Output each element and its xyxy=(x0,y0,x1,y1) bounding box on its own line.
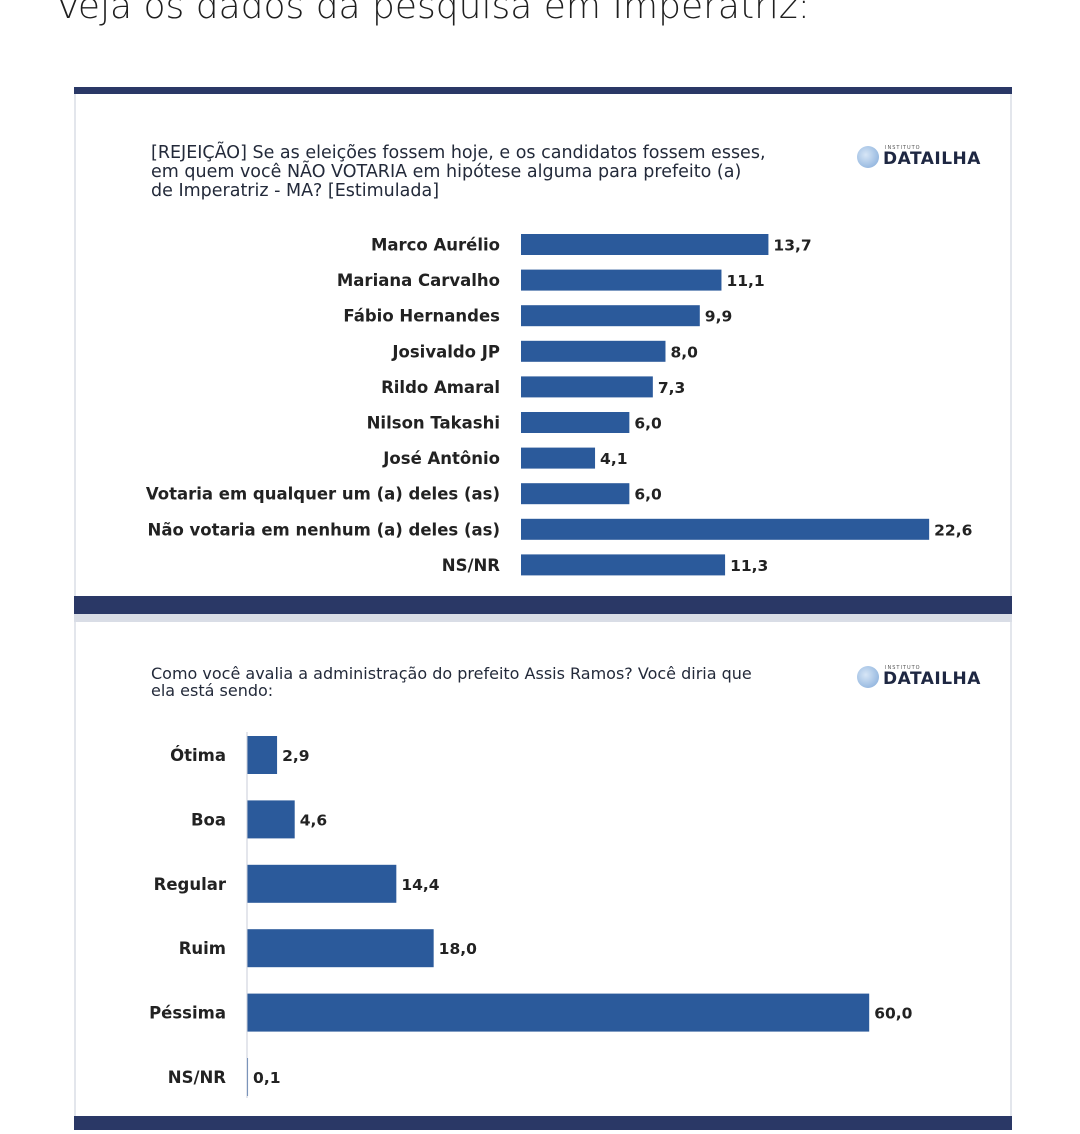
data-bar xyxy=(521,447,596,469)
separator-band-light xyxy=(74,614,1012,622)
data-bar xyxy=(521,305,700,327)
data-bar xyxy=(521,269,722,291)
rejection-title-line-1: [REJEIÇÃO] Se as eleições fossem hoje, e… xyxy=(151,143,766,163)
data-bar xyxy=(521,518,930,540)
data-bar xyxy=(521,340,666,362)
value-label: 6,0 xyxy=(634,415,662,433)
category-label: Fábio Hernandes xyxy=(343,307,500,326)
evaluation-chart-title: Como você avalia a administração do pref… xyxy=(151,665,752,699)
data-bar xyxy=(247,864,397,903)
logo-name: DATAILHA xyxy=(883,149,981,169)
value-label: 14,4 xyxy=(401,876,439,894)
datailha-logo: INSTITUTO DATAILHA xyxy=(857,146,981,168)
data-bar xyxy=(521,554,726,576)
category-label: Ótima xyxy=(170,746,226,765)
category-label: Votaria em qualquer um (a) deles (as) xyxy=(146,485,500,504)
evaluation-title-line-2: ela está sendo: xyxy=(151,681,274,700)
category-label: Josivaldo JP xyxy=(391,342,500,361)
datailha-logo-icon-2 xyxy=(857,666,879,688)
rejection-chart-title: [REJEIÇÃO] Se as eleições fossem hoje, e… xyxy=(151,144,766,201)
category-label: Rildo Amaral xyxy=(381,378,500,397)
rejection-title-line-2: em quem você NÃO VOTARIA em hipótese alg… xyxy=(151,162,742,182)
logo-small-text: INSTITUTO xyxy=(885,145,921,151)
category-label: Não votaria em nenhum (a) deles (as) xyxy=(148,520,500,539)
category-label: Ruim xyxy=(179,939,226,958)
category-label: NS/NR xyxy=(442,556,501,575)
category-label: José Antônio xyxy=(382,449,500,468)
value-label: 2,9 xyxy=(282,747,309,765)
value-label: 4,1 xyxy=(600,450,627,468)
evaluation-chart-card xyxy=(74,622,1012,1116)
data-bar xyxy=(247,800,295,839)
value-label: 22,6 xyxy=(934,521,972,539)
datailha-logo-2: INSTITUTO DATAILHA xyxy=(857,666,981,688)
value-label: 13,7 xyxy=(773,237,811,255)
data-bar xyxy=(247,736,278,774)
value-label: 18,0 xyxy=(439,940,477,958)
data-bar xyxy=(521,412,630,433)
category-label: Nilson Takashi xyxy=(367,414,500,433)
value-label: 7,3 xyxy=(658,379,685,397)
data-bar xyxy=(521,234,769,255)
category-label: NS/NR xyxy=(168,1068,227,1087)
category-label: Boa xyxy=(191,810,226,829)
evaluation-title-line-1: Como você avalia a administração do pref… xyxy=(151,664,752,683)
category-label: Mariana Carvalho xyxy=(337,271,500,290)
data-bar xyxy=(521,376,653,398)
value-label: 4,6 xyxy=(300,811,327,829)
value-label: 8,0 xyxy=(670,343,698,361)
category-label: Marco Aurélio xyxy=(371,236,500,255)
bottom-band xyxy=(74,1116,1012,1130)
page-header: Veja os dados da pesquisa em Imperatriz: xyxy=(56,0,810,27)
value-label: 9,9 xyxy=(705,308,732,326)
rejection-title-line-3: de Imperatriz - MA? [Estimulada] xyxy=(151,181,440,201)
logo-small-text-2: INSTITUTO xyxy=(885,665,921,671)
value-label: 60,0 xyxy=(874,1005,912,1023)
evaluation-bar-chart: Ótima 2,9 Boa 4,6 Regular 14,4 Ruim 18,0 Péssima… xyxy=(149,732,913,1098)
category-label: Péssima xyxy=(149,1004,226,1023)
value-label: 0,1 xyxy=(253,1069,280,1087)
rejection-bar-chart: Marco Aurélio 13,7 Mariana Carvalho 11,1 Fáb… xyxy=(146,234,972,576)
value-label: 11,3 xyxy=(730,557,768,575)
logo-name-2: DATAILHA xyxy=(883,669,981,689)
data-bar xyxy=(247,929,434,968)
data-bar xyxy=(247,993,870,1032)
separator-band xyxy=(74,596,1012,614)
datailha-logo-icon xyxy=(857,146,879,168)
data-bar xyxy=(247,1058,249,1096)
category-label: Regular xyxy=(154,875,227,894)
data-bar xyxy=(521,483,630,505)
value-label: 11,1 xyxy=(726,272,764,290)
card1-top-border xyxy=(74,87,1012,94)
value-label: 6,0 xyxy=(634,486,662,504)
